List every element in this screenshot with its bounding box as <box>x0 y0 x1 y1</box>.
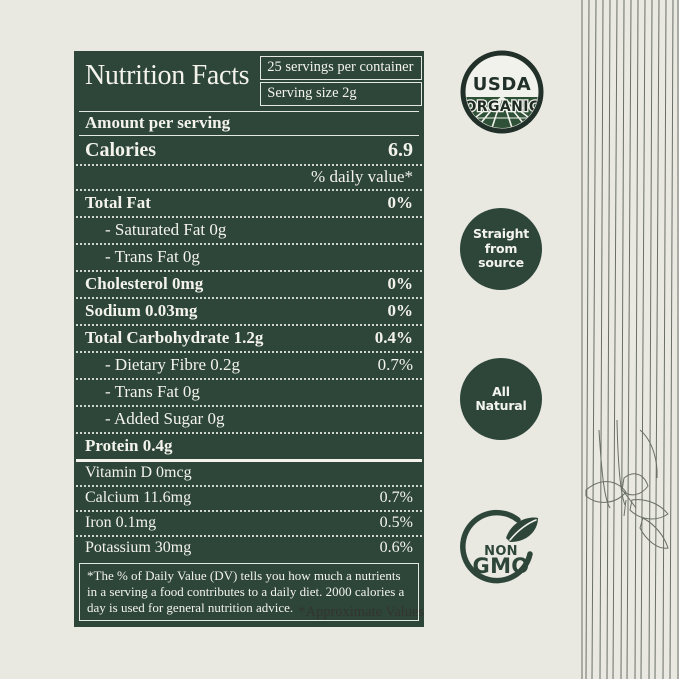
vitamin-dv: 0.5% <box>379 514 413 532</box>
nutrient-name: Sodium 0.03mg <box>85 301 198 321</box>
daily-value-header-row: % daily value* <box>76 166 422 192</box>
table-row: - Dietary Fibre 0.2g 0.7% <box>76 353 422 381</box>
non-gmo-line-1: NON <box>484 544 518 559</box>
nutrient-name: - Trans Fat 0g <box>105 247 200 267</box>
amount-per-serving-band: Amount per serving <box>79 111 419 137</box>
calories-row: Calories 6.9 <box>76 136 422 167</box>
svg-text:USDA: USDA <box>473 74 531 95</box>
approximate-values-note: *Approximate Values <box>298 604 424 620</box>
vitamin-dv: 0.6% <box>379 539 413 557</box>
svg-text:ORGANIC: ORGANIC <box>464 99 539 115</box>
table-row: Cholesterol 0mg 0% <box>76 272 422 300</box>
daily-value-header: % daily value* <box>311 167 413 187</box>
table-row: Sodium 0.03mg 0% <box>76 299 422 327</box>
nutrient-name: Total Carbohydrate 1.2g <box>85 328 264 348</box>
vitamin-name: Potassium 30mg <box>85 539 192 557</box>
badge-line-3: source <box>478 255 524 271</box>
badge-line-2: Natural <box>475 398 527 413</box>
nutrient-name: - Added Sugar 0g <box>105 409 225 429</box>
table-row: - Trans Fat 0g <box>76 245 422 273</box>
label-header: Nutrition Facts 25 servings per containe… <box>76 53 422 109</box>
vitamin-name: Vitamin D 0mcg <box>85 464 192 482</box>
table-row: Vitamin D 0mcg <box>76 462 422 488</box>
usda-organic-icon: ORGANIC USDA <box>460 50 544 134</box>
nutrient-dv: 0.7% <box>377 355 413 375</box>
vitamin-name: Iron 0.1mg <box>85 514 157 532</box>
page-title: Nutrition Facts <box>85 60 250 91</box>
badge-line-2: from <box>484 240 518 256</box>
straight-from-source-badge: Straight from source <box>460 208 542 290</box>
calories-value: 6.9 <box>388 139 413 162</box>
nutrient-dv: 0% <box>387 274 414 294</box>
usda-organic-badge: ORGANIC USDA <box>460 50 544 134</box>
all-natural-badge: All Natural <box>460 358 542 440</box>
lemongrass-line-art <box>581 0 679 679</box>
non-gmo-line-2: GMO <box>473 554 530 578</box>
table-row: Total Fat 0% <box>76 191 422 219</box>
non-gmo-badge: NON GMO <box>460 508 542 590</box>
calories-label: Calories <box>85 139 157 162</box>
servings-per-container: 25 servings per container <box>260 56 422 81</box>
serving-size: Serving size 2g <box>260 82 422 107</box>
badge-line-1: Straight <box>472 226 530 242</box>
nutrient-dv: 0% <box>387 301 414 321</box>
serving-info: 25 servings per container Serving size 2… <box>257 53 422 109</box>
nutrient-name: Cholesterol 0mg <box>85 274 204 294</box>
nutrition-facts-label: Nutrition Facts 25 servings per containe… <box>74 51 424 628</box>
nutrient-name: Total Fat <box>85 193 151 213</box>
nutrient-name: - Dietary Fibre 0.2g <box>105 355 241 375</box>
daily-value-footnote: *The % of Daily Value (DV) tells you how… <box>79 563 419 622</box>
nutrient-name: Protein 0.4g <box>85 436 173 456</box>
table-row: Protein 0.4g <box>76 434 422 463</box>
non-gmo-icon: NON GMO <box>460 509 538 584</box>
vitamin-dv: 0.7% <box>379 489 413 507</box>
nutrient-name: - Trans Fat 0g <box>105 382 200 402</box>
table-row: Iron 0.1mg 0.5% <box>76 512 422 538</box>
table-row: Total Carbohydrate 1.2g 0.4% <box>76 326 422 354</box>
nutrient-dv: 0.4% <box>374 328 413 348</box>
vitamin-name: Calcium 11.6mg <box>85 489 192 507</box>
table-row: - Saturated Fat 0g <box>76 218 422 246</box>
nutrient-name: - Saturated Fat 0g <box>105 220 227 240</box>
table-row: - Trans Fat 0g <box>76 380 422 408</box>
table-row: Calcium 11.6mg 0.7% <box>76 487 422 513</box>
table-row: Potassium 30mg 0.6% <box>76 537 422 560</box>
table-row: - Added Sugar 0g <box>76 407 422 435</box>
nutrient-dv: 0% <box>387 193 414 213</box>
badge-line-1: All <box>492 383 510 399</box>
